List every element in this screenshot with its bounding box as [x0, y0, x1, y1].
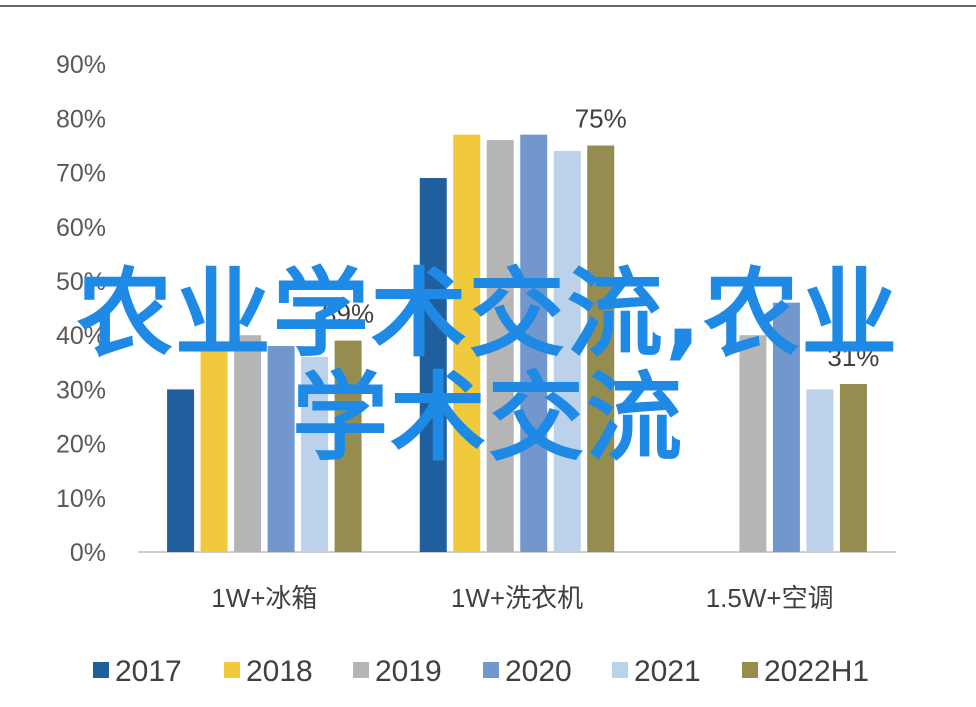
- y-tick-label: 70%: [56, 160, 106, 188]
- bar-2022H1: [334, 340, 362, 552]
- bar-2017: [167, 389, 195, 552]
- legend-swatch-2019: [353, 662, 369, 678]
- legend-swatch-2017: [93, 662, 109, 678]
- legend-swatch-2022H1: [742, 662, 758, 678]
- legend-label: 2020: [505, 655, 572, 688]
- bar-2019: [739, 335, 767, 552]
- data-label: 75%: [575, 104, 627, 134]
- category-labels: 1W+冰箱 1W+洗衣机 1.5W+空调: [211, 583, 833, 613]
- bar-2020: [520, 134, 548, 552]
- y-tick-label: 10%: [56, 485, 106, 513]
- bar-2018: [200, 351, 228, 552]
- bar-2017: [419, 178, 447, 552]
- legend-label: 2018: [246, 655, 313, 688]
- legend-label: 2021: [634, 655, 701, 688]
- y-axis-ticks: 0% 10% 20% 30% 40% 50% 60% 70% 80% 90%: [56, 51, 106, 567]
- data-labels-group: 39% 75% 31%: [322, 104, 879, 372]
- bars-group: [167, 134, 867, 553]
- y-tick-label: 80%: [56, 105, 106, 133]
- legend-swatch-2021: [612, 662, 628, 678]
- legend-swatch-2020: [483, 662, 499, 678]
- legend-label: 2019: [375, 655, 442, 688]
- bar-2020: [772, 302, 800, 552]
- y-tick-label: 30%: [56, 376, 106, 404]
- y-tick-label: 40%: [56, 322, 106, 350]
- bar-2021: [806, 389, 834, 552]
- bar-2018: [453, 134, 481, 552]
- bar-2019: [486, 140, 514, 552]
- category-label: 1W+洗衣机: [451, 583, 583, 613]
- overlay-watermark-line2: 学术交流: [292, 362, 684, 474]
- y-tick-label: 0%: [70, 539, 106, 567]
- bar-2022H1: [839, 383, 867, 552]
- overlay-watermark-line1: 农业学术交流,农业: [76, 258, 900, 370]
- bar-2020: [267, 346, 295, 552]
- legend: 2017 2018 2019 2020 2021 2022H1: [93, 655, 869, 688]
- bar-2022H1: [587, 145, 615, 552]
- data-label: 31%: [827, 342, 879, 372]
- legend-label: 2017: [115, 655, 182, 688]
- y-tick-label: 50%: [56, 268, 106, 296]
- y-tick-label: 20%: [56, 431, 106, 459]
- category-label: 1.5W+空调: [706, 583, 834, 613]
- legend-swatch-2018: [224, 662, 240, 678]
- data-label: 39%: [322, 299, 374, 329]
- bar-2021: [301, 356, 329, 552]
- y-tick-label: 60%: [56, 214, 106, 242]
- y-tick-label: 90%: [56, 51, 106, 79]
- legend-label: 2022H1: [764, 655, 869, 688]
- category-label: 1W+冰箱: [211, 583, 317, 613]
- bar-2019: [234, 335, 262, 552]
- bar-2021: [553, 150, 581, 553]
